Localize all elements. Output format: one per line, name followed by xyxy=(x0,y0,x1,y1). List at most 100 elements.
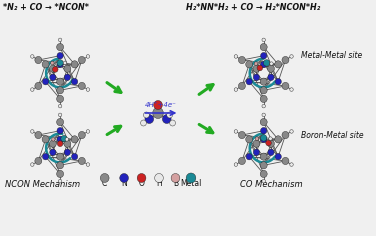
Circle shape xyxy=(78,157,85,164)
Circle shape xyxy=(30,55,34,58)
Circle shape xyxy=(282,82,289,89)
Circle shape xyxy=(71,136,78,143)
Circle shape xyxy=(57,87,64,94)
Circle shape xyxy=(71,153,78,160)
Circle shape xyxy=(290,130,293,133)
Circle shape xyxy=(282,157,289,164)
Circle shape xyxy=(78,82,85,89)
Circle shape xyxy=(57,162,64,169)
Text: NCON Mechanism: NCON Mechanism xyxy=(5,180,80,189)
Circle shape xyxy=(270,62,273,65)
Circle shape xyxy=(64,65,71,72)
Circle shape xyxy=(57,153,64,160)
Circle shape xyxy=(261,127,267,134)
Circle shape xyxy=(58,179,62,183)
Circle shape xyxy=(71,78,78,85)
Circle shape xyxy=(253,149,259,156)
Circle shape xyxy=(50,74,56,80)
Circle shape xyxy=(267,65,274,72)
Circle shape xyxy=(246,153,252,160)
Circle shape xyxy=(86,55,89,58)
Circle shape xyxy=(57,61,63,67)
Circle shape xyxy=(57,60,63,66)
Circle shape xyxy=(275,78,281,85)
Text: Metal-Metal site: Metal-Metal site xyxy=(300,51,362,60)
Circle shape xyxy=(261,136,267,143)
Circle shape xyxy=(266,140,271,146)
Circle shape xyxy=(260,162,267,169)
Circle shape xyxy=(57,127,63,134)
Circle shape xyxy=(167,112,173,118)
Circle shape xyxy=(58,113,62,117)
Circle shape xyxy=(30,130,34,133)
Circle shape xyxy=(234,88,238,91)
Circle shape xyxy=(268,74,274,80)
Circle shape xyxy=(170,120,176,126)
Circle shape xyxy=(264,60,270,66)
Circle shape xyxy=(238,157,246,164)
Circle shape xyxy=(57,52,63,59)
Circle shape xyxy=(260,95,267,102)
Circle shape xyxy=(35,131,42,139)
Circle shape xyxy=(86,88,89,91)
Circle shape xyxy=(57,118,64,126)
Text: H: H xyxy=(156,179,162,188)
Circle shape xyxy=(64,74,71,80)
Circle shape xyxy=(260,170,267,177)
Circle shape xyxy=(269,137,272,140)
Circle shape xyxy=(35,56,42,64)
Circle shape xyxy=(260,87,267,94)
Circle shape xyxy=(171,173,180,182)
Circle shape xyxy=(42,61,49,68)
Circle shape xyxy=(255,137,259,140)
Circle shape xyxy=(282,56,289,64)
Circle shape xyxy=(71,61,78,68)
Circle shape xyxy=(78,131,85,139)
Circle shape xyxy=(246,61,253,68)
Circle shape xyxy=(290,55,293,58)
Circle shape xyxy=(58,38,62,42)
Circle shape xyxy=(120,173,129,182)
Circle shape xyxy=(141,120,146,126)
Circle shape xyxy=(253,74,259,80)
Circle shape xyxy=(238,82,246,89)
Circle shape xyxy=(42,78,49,85)
Circle shape xyxy=(42,153,49,160)
Circle shape xyxy=(155,173,163,182)
Circle shape xyxy=(262,179,265,183)
Text: *N₂ + CO → *NCON*: *N₂ + CO → *NCON* xyxy=(3,3,89,12)
Circle shape xyxy=(64,140,71,147)
Circle shape xyxy=(144,112,149,118)
Circle shape xyxy=(238,131,246,139)
Circle shape xyxy=(51,61,54,65)
Circle shape xyxy=(64,149,71,156)
Circle shape xyxy=(30,163,34,166)
Text: 4H⁺+4e⁻: 4H⁺+4e⁻ xyxy=(145,102,177,108)
Circle shape xyxy=(260,43,267,51)
Circle shape xyxy=(261,135,267,141)
Text: B: B xyxy=(173,179,178,188)
Circle shape xyxy=(42,136,49,143)
Circle shape xyxy=(260,118,267,126)
Circle shape xyxy=(261,52,267,59)
Circle shape xyxy=(63,61,67,65)
Circle shape xyxy=(145,114,154,123)
Circle shape xyxy=(261,61,267,67)
Circle shape xyxy=(57,170,64,177)
Circle shape xyxy=(262,104,265,108)
Circle shape xyxy=(53,67,58,72)
Text: Boron-Metal site: Boron-Metal site xyxy=(300,131,363,140)
Circle shape xyxy=(234,163,238,166)
Circle shape xyxy=(253,140,260,147)
Circle shape xyxy=(65,138,69,141)
Text: Metal: Metal xyxy=(180,179,202,188)
Circle shape xyxy=(254,62,258,65)
Text: C: C xyxy=(102,179,107,188)
Circle shape xyxy=(78,56,85,64)
Circle shape xyxy=(50,149,56,156)
Circle shape xyxy=(61,135,67,142)
Circle shape xyxy=(262,113,265,117)
Circle shape xyxy=(137,173,146,182)
Circle shape xyxy=(35,82,42,89)
Circle shape xyxy=(238,56,246,64)
